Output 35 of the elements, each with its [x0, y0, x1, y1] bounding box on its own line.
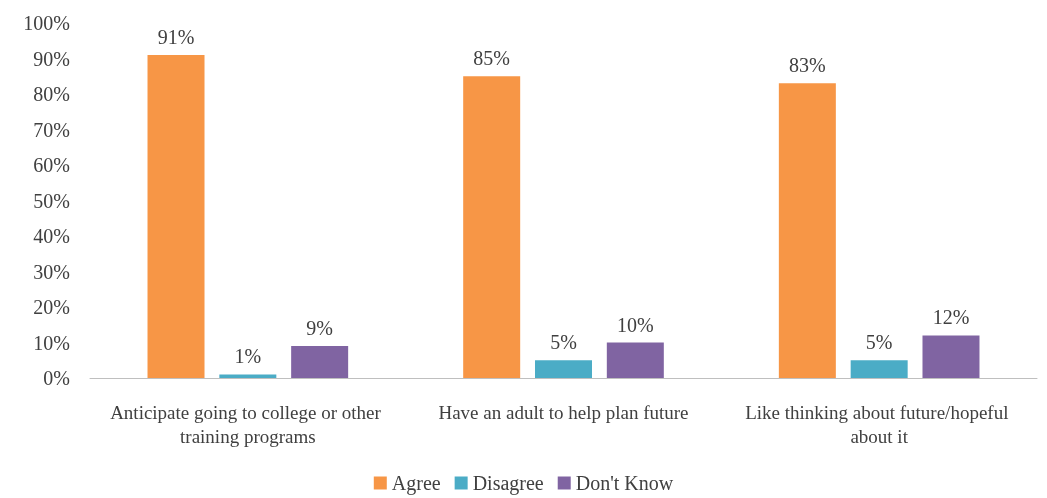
y-tick-label: 30%	[33, 260, 70, 283]
x-tick-label: Anticipate going to college or other training programs	[110, 401, 386, 447]
data-label: 91%	[157, 25, 195, 48]
bar	[535, 360, 592, 378]
y-tick-label: 10%	[33, 331, 70, 354]
data-label: 5%	[550, 331, 577, 354]
bar	[147, 54, 205, 378]
data-label: 85%	[473, 47, 511, 70]
data-label: 9%	[306, 317, 333, 340]
y-tick-label: 40%	[33, 225, 70, 247]
y-tick-label: 0%	[43, 367, 70, 389]
bar	[291, 346, 349, 378]
y-tick-label: 70%	[33, 118, 70, 141]
legend-label: Disagree	[472, 472, 544, 495]
bar	[778, 83, 836, 378]
data-label: 10%	[616, 313, 654, 336]
bar	[463, 76, 521, 378]
data-label: 12%	[932, 306, 970, 329]
data-label: 1%	[234, 345, 262, 368]
bar	[922, 335, 980, 378]
legend-label: Don't Know	[575, 472, 674, 494]
x-tick-label: Like thinking about future/hopeful about it	[745, 401, 1014, 447]
bar	[219, 374, 277, 378]
legend-label: Agree	[391, 472, 441, 495]
data-label: 83%	[789, 54, 826, 77]
y-tick-label: 20%	[33, 296, 70, 318]
x-tick-label: Have an adult to help plan future	[438, 401, 689, 423]
bar	[850, 360, 908, 378]
y-tick-label: 60%	[33, 154, 70, 176]
y-tick-label: 80%	[33, 83, 70, 105]
y-tick-label: 90%	[33, 47, 70, 70]
y-tick-label: 100%	[23, 12, 70, 34]
bar	[606, 342, 664, 378]
data-label: 5%	[865, 331, 893, 354]
y-tick-label: 50%	[33, 189, 70, 212]
